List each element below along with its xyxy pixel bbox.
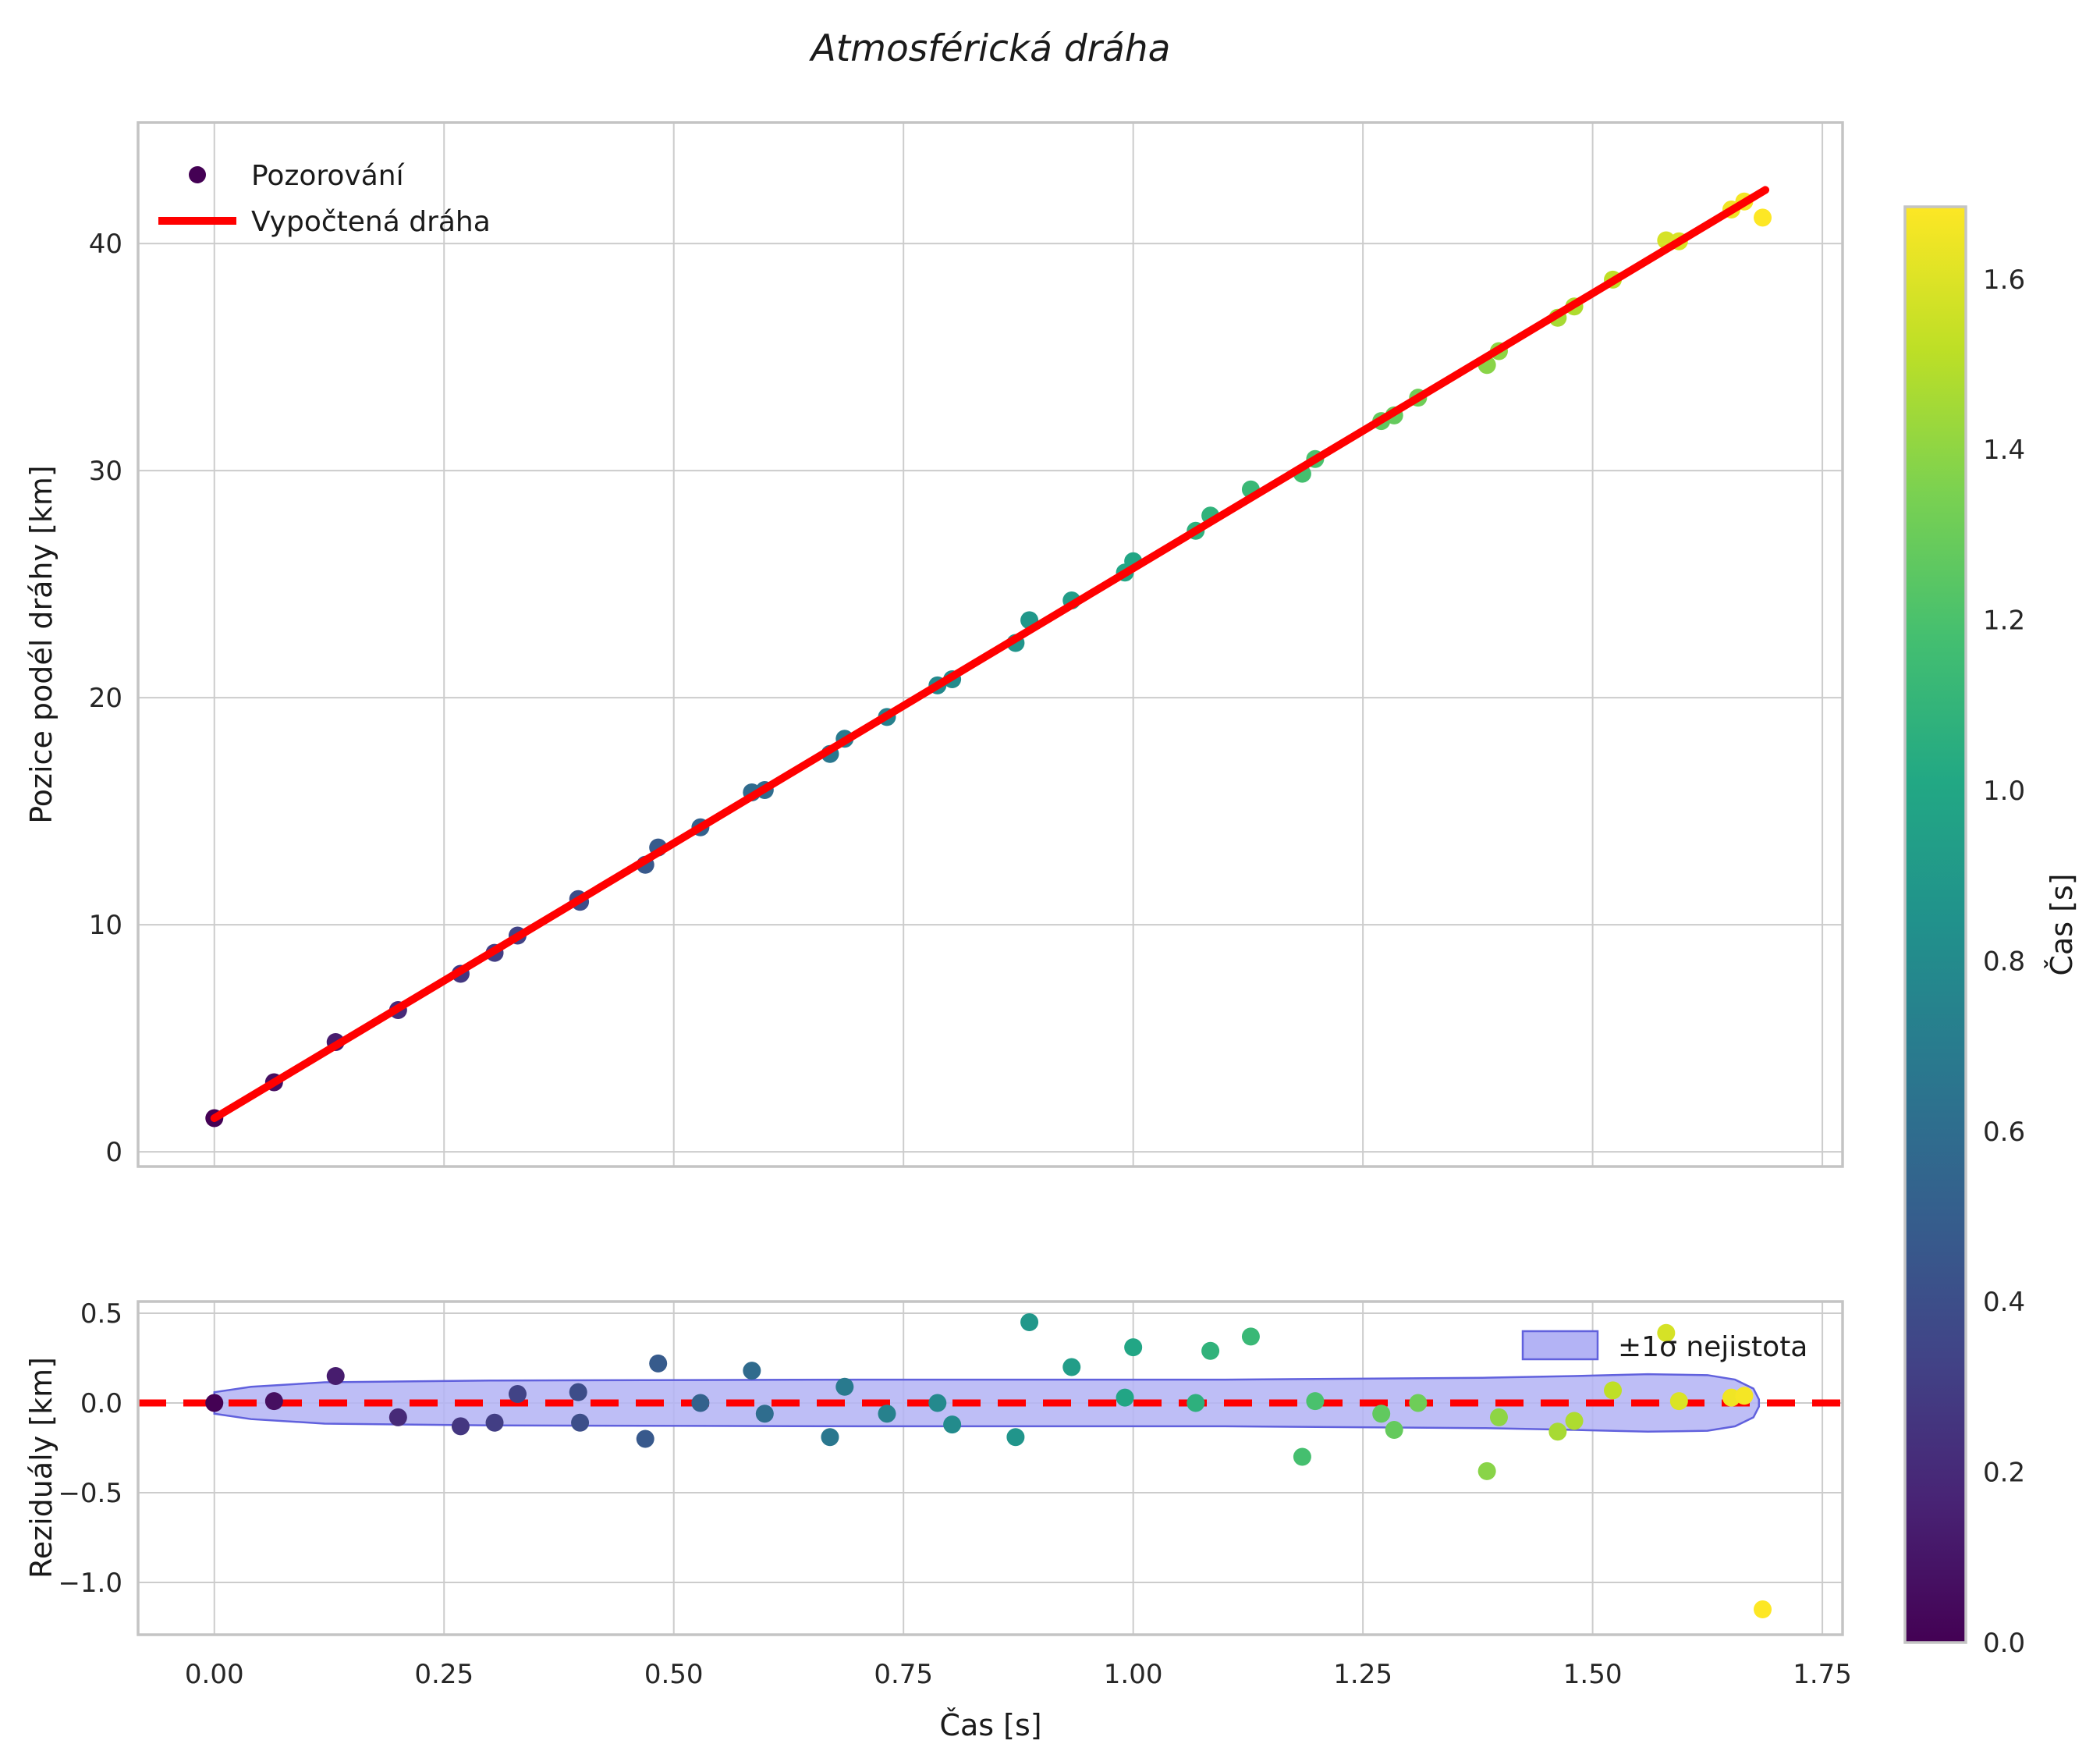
residual-point — [571, 1413, 590, 1432]
residual-point — [1604, 1381, 1623, 1400]
residual-point — [569, 1383, 587, 1401]
x-axis-label: Čas [s] — [939, 1708, 1041, 1742]
main-y-tick-label: 40 — [89, 229, 122, 260]
x-tick-label: 0.50 — [644, 1659, 704, 1690]
colorbar-tick-label: 1.2 — [1983, 606, 2025, 637]
x-tick-label: 0.75 — [874, 1659, 933, 1690]
residual-legend: ±1σ nejistota — [1521, 1330, 1807, 1363]
residual-point — [1669, 1392, 1688, 1411]
data-point — [1754, 208, 1772, 227]
residual-point — [1187, 1394, 1205, 1412]
residual-point — [1372, 1405, 1391, 1423]
colorbar-tick-label: 1.6 — [1983, 265, 2025, 296]
axes-spine — [137, 121, 1844, 1168]
colorbar-tick-label: 0.0 — [1983, 1628, 2025, 1659]
axes-spines — [137, 121, 1844, 1636]
main-legend: Pozorování Vypočtená dráha — [158, 160, 491, 238]
uncertainty-band — [213, 1373, 1761, 1433]
residual-point — [1006, 1428, 1025, 1447]
residual-point — [1735, 1387, 1754, 1405]
observations-legend-label: Pozorování — [251, 160, 405, 192]
colorbar: 0.0 0.2 0.4 0.6 0.8 1.0 1.2 1.4 1.6 — [1903, 205, 2025, 1659]
computed-trajectory-line — [210, 186, 1770, 1123]
main-plot-grid — [138, 123, 1843, 1167]
residual-point — [691, 1394, 710, 1412]
fit-line — [210, 186, 1770, 1123]
x-tick-label: 1.00 — [1104, 1659, 1163, 1690]
residual-point — [1201, 1341, 1220, 1360]
residual-point — [1754, 1600, 1772, 1619]
colorbar-outline — [1903, 205, 1967, 1644]
main-y-tick-label: 0 — [105, 1137, 122, 1168]
residual-point — [485, 1413, 504, 1432]
residual-point — [743, 1362, 761, 1380]
residual-point — [1385, 1420, 1403, 1439]
colorbar-label: Čas [s] — [2045, 873, 2079, 975]
x-tick-label: 1.50 — [1563, 1659, 1623, 1690]
residual-point — [1124, 1338, 1143, 1357]
x-tick-label: 0.00 — [185, 1659, 244, 1690]
residual-point — [326, 1366, 345, 1385]
uncertainty-legend-swatch — [1521, 1330, 1599, 1361]
colorbar-tick-label: 0.2 — [1983, 1458, 2025, 1489]
main-plot-tick-labels: 0 10 20 30 40 — [89, 229, 122, 1168]
residual-point — [1293, 1447, 1311, 1466]
residual-point — [1116, 1388, 1134, 1407]
residual-point — [835, 1377, 854, 1396]
residual-point — [264, 1392, 283, 1411]
residual-point — [636, 1429, 654, 1448]
residual-point — [1477, 1461, 1496, 1480]
residual-point — [1548, 1422, 1567, 1441]
main-y-tick-label: 30 — [89, 456, 122, 487]
residual-points — [205, 1312, 1772, 1619]
residual-point — [943, 1415, 962, 1434]
colorbar-tick-label: 0.6 — [1983, 1117, 2025, 1148]
residual-point — [1565, 1412, 1584, 1430]
residual-point — [755, 1405, 774, 1423]
colorbar-tick-label: 0.8 — [1983, 946, 2025, 977]
colorbar-tick-label: 1.0 — [1983, 776, 2025, 807]
x-tick-label: 1.25 — [1333, 1659, 1392, 1690]
residual-point — [1020, 1312, 1039, 1331]
main-y-axis-label: Pozice podél dráhy [km] — [24, 465, 59, 824]
residual-y-tick-label: 0.5 — [80, 1298, 122, 1330]
uncertainty-legend-label: ±1σ nejistota — [1618, 1331, 1807, 1363]
colorbar-tick-label: 1.4 — [1983, 435, 2025, 466]
colorbar-gradient — [1905, 207, 1966, 1643]
main-y-tick-label: 20 — [89, 683, 122, 714]
residual-point — [508, 1384, 527, 1403]
residual-point — [878, 1405, 896, 1423]
x-tick-label: 1.75 — [1793, 1659, 1852, 1690]
residual-point — [451, 1417, 470, 1436]
x-tick-label: 0.25 — [414, 1659, 474, 1690]
residual-point — [928, 1394, 947, 1412]
main-y-tick-label: 10 — [89, 910, 122, 941]
observations-legend-marker — [189, 166, 206, 183]
residual-point — [1489, 1408, 1508, 1426]
fit-legend-label: Vypočtená dráha — [251, 206, 491, 238]
residual-point — [649, 1354, 668, 1373]
residual-y-tick-label: −0.5 — [58, 1478, 122, 1509]
residual-point — [821, 1428, 839, 1447]
residual-y-tick-label: 0.0 — [80, 1388, 122, 1419]
residual-point — [1657, 1323, 1676, 1342]
residual-point — [205, 1394, 224, 1412]
uncertainty-band-area — [213, 1373, 1761, 1433]
colorbar-tick-label: 0.4 — [1983, 1287, 2025, 1318]
figure-title: Atmosférická dráha — [809, 27, 1171, 70]
residual-y-tick-label: −1.0 — [58, 1568, 122, 1599]
residual-point — [1062, 1358, 1081, 1376]
residual-point — [1241, 1327, 1260, 1346]
residual-point — [1306, 1392, 1325, 1411]
residual-point — [388, 1408, 407, 1426]
axes-spine — [137, 1300, 1844, 1636]
residual-point — [1409, 1394, 1428, 1412]
residual-plot-tick-labels: 0.5 0.0 −0.5 −1.0 0.00 0.25 0.50 0.75 1.00 1.25 1.… — [58, 1298, 1852, 1690]
residual-y-axis-label: Reziduály [km] — [24, 1357, 59, 1579]
